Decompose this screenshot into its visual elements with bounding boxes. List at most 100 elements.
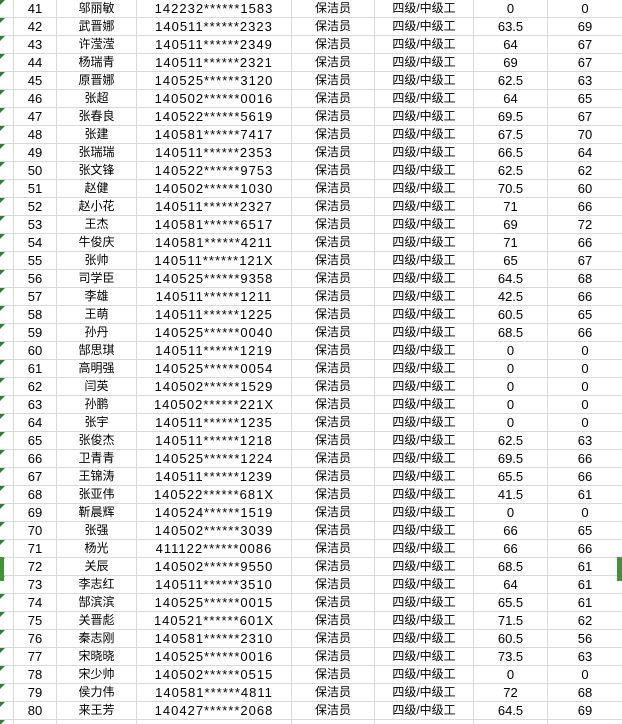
cell-id-number[interactable]: 140502******1030	[137, 180, 292, 197]
cell-score-2[interactable]: 65	[577, 91, 593, 106]
cell-position[interactable]: 保洁员	[292, 360, 375, 377]
cell-id-number[interactable]: 140511******3510	[137, 576, 292, 593]
cell-name[interactable]: 秦志刚	[57, 630, 137, 647]
cell-score-2[interactable]: 69	[577, 703, 593, 718]
cell-name[interactable]: 孙鹏	[57, 396, 137, 413]
cell-score-1[interactable]: 63.5	[474, 18, 548, 35]
cell-score-1[interactable]: 65.5	[474, 468, 548, 485]
cell-id-number[interactable]: 140525******3120	[137, 72, 292, 89]
cell-row-number[interactable]: 54	[14, 234, 57, 251]
cell-score-1[interactable]: 69.5	[474, 450, 548, 467]
cell-id-number[interactable]: 140502******3039	[137, 522, 292, 539]
cell-score-2[interactable]: 66	[577, 235, 593, 250]
cell-position[interactable]: 保洁员	[292, 36, 375, 53]
cell-grade-level[interactable]: 四级/中级工	[375, 558, 474, 575]
cell-id-number[interactable]: 140521******601X	[137, 612, 292, 629]
cell-grade-level[interactable]: 四级/中级工	[375, 576, 474, 593]
cell-row-number[interactable]: 46	[14, 90, 57, 107]
cell-edge-strip[interactable]	[0, 612, 14, 629]
cell-grade-level[interactable]: 四级/中级工	[375, 468, 474, 485]
cell-row-number[interactable]: 64	[14, 414, 57, 431]
cell-position[interactable]: 保洁员	[292, 72, 375, 89]
cell-score-1[interactable]: 71.5	[474, 612, 548, 629]
cell-id-number[interactable]: 140525******0015	[137, 594, 292, 611]
cell-row-number[interactable]	[14, 720, 57, 724]
cell-id-number[interactable]: 140511******2321	[137, 54, 292, 71]
cell-position[interactable]: 保洁员	[292, 252, 375, 269]
cell-score-2[interactable]: 66	[577, 451, 593, 466]
cell-name[interactable]: 张超	[57, 90, 137, 107]
cell-score-2[interactable]: 66	[577, 289, 593, 304]
cell-edge-strip[interactable]	[0, 396, 14, 413]
cell-id-number[interactable]: 140511******121X	[137, 252, 292, 269]
cell-edge-strip[interactable]	[0, 234, 14, 251]
cell-score-1[interactable]: 66	[474, 540, 548, 557]
cell-id-number[interactable]: 140502******0016	[137, 90, 292, 107]
cell-score-2[interactable]: 67	[577, 253, 593, 268]
cell-score-2[interactable]: 67	[577, 55, 593, 70]
cell-score-1[interactable]: 65.5	[474, 594, 548, 611]
cell-position[interactable]: 保洁员	[292, 306, 375, 323]
cell-id-number[interactable]: 140511******1218	[137, 432, 292, 449]
cell-score-2[interactable]: 60	[577, 181, 593, 196]
cell-name[interactable]: 孙丹	[57, 324, 137, 341]
cell-row-number[interactable]: 53	[14, 216, 57, 233]
cell-row-number[interactable]: 48	[14, 126, 57, 143]
cell-id-number[interactable]: 140427******2068	[137, 702, 292, 719]
cell-row-number[interactable]: 72	[14, 558, 57, 575]
cell-grade-level[interactable]: 四级/中级工	[375, 594, 474, 611]
cell-grade-level[interactable]: 四级/中级工	[375, 90, 474, 107]
cell-score-1[interactable]: 70.5	[474, 180, 548, 197]
cell-score-2[interactable]: 66	[577, 325, 593, 340]
cell-score-2[interactable]: 56	[577, 631, 593, 646]
cell-name[interactable]: 赵小花	[57, 198, 137, 215]
cell-row-number[interactable]: 55	[14, 252, 57, 269]
cell-score-2[interactable]: 61	[577, 577, 593, 592]
cell-edge-strip[interactable]	[0, 36, 14, 53]
cell-edge-strip[interactable]	[0, 198, 14, 215]
cell-name[interactable]: 张建	[57, 126, 137, 143]
cell-name[interactable]: 来王芳	[57, 702, 137, 719]
cell-edge-strip[interactable]	[0, 720, 14, 724]
cell-id-number[interactable]: 142232******1583	[137, 0, 292, 17]
cell-score-1[interactable]: 64.5	[474, 270, 548, 287]
cell-edge-strip[interactable]	[0, 108, 14, 125]
cell-edge-strip[interactable]	[0, 90, 14, 107]
cell-name[interactable]: 李志红	[57, 576, 137, 593]
cell-score-1[interactable]: 0	[474, 378, 548, 395]
cell-grade-level[interactable]: 四级/中级工	[375, 396, 474, 413]
cell-score-1[interactable]: 69	[474, 216, 548, 233]
cell-row-number[interactable]: 47	[14, 108, 57, 125]
cell-position[interactable]: 保洁员	[292, 684, 375, 701]
cell-score-1[interactable]: 66.5	[474, 144, 548, 161]
cell-row-number[interactable]: 65	[14, 432, 57, 449]
cell-edge-strip[interactable]	[0, 594, 14, 611]
cell-score-1[interactable]: 0	[474, 342, 548, 359]
cell-id-number[interactable]: 140525******0016	[137, 648, 292, 665]
cell-position[interactable]: 保洁员	[292, 234, 375, 251]
cell-score-2[interactable]: 66	[577, 199, 593, 214]
cell-position[interactable]: 保洁员	[292, 648, 375, 665]
cell-position[interactable]: 保洁员	[292, 630, 375, 647]
cell-row-number[interactable]: 68	[14, 486, 57, 503]
cell-grade-level[interactable]: 四级/中级工	[375, 504, 474, 521]
cell-score-2[interactable]: 0	[581, 415, 589, 430]
cell-score-2[interactable]: 0	[581, 397, 589, 412]
cell-score-1[interactable]: 68.5	[474, 558, 548, 575]
cell-score-2[interactable]: 72	[577, 217, 593, 232]
cell-name[interactable]: 关辰	[57, 558, 137, 575]
cell-name[interactable]: 邬丽敏	[57, 0, 137, 17]
cell-id-number[interactable]: 140581******4811	[137, 684, 292, 701]
cell-edge-strip[interactable]	[0, 360, 14, 377]
cell-id-number[interactable]: 140502******0515	[137, 666, 292, 683]
cell-edge-strip[interactable]	[0, 468, 14, 485]
cell-grade-level[interactable]: 四级/中级工	[375, 270, 474, 287]
cell-name[interactable]: 宋晓晓	[57, 648, 137, 665]
cell-position[interactable]: 保洁员	[292, 288, 375, 305]
cell-row-number[interactable]: 69	[14, 504, 57, 521]
cell-row-number[interactable]: 58	[14, 306, 57, 323]
cell-grade-level[interactable]: 四级/中级工	[375, 522, 474, 539]
cell-name[interactable]: 王锦涛	[57, 468, 137, 485]
cell-position[interactable]	[292, 720, 375, 724]
cell-position[interactable]: 保洁员	[292, 270, 375, 287]
